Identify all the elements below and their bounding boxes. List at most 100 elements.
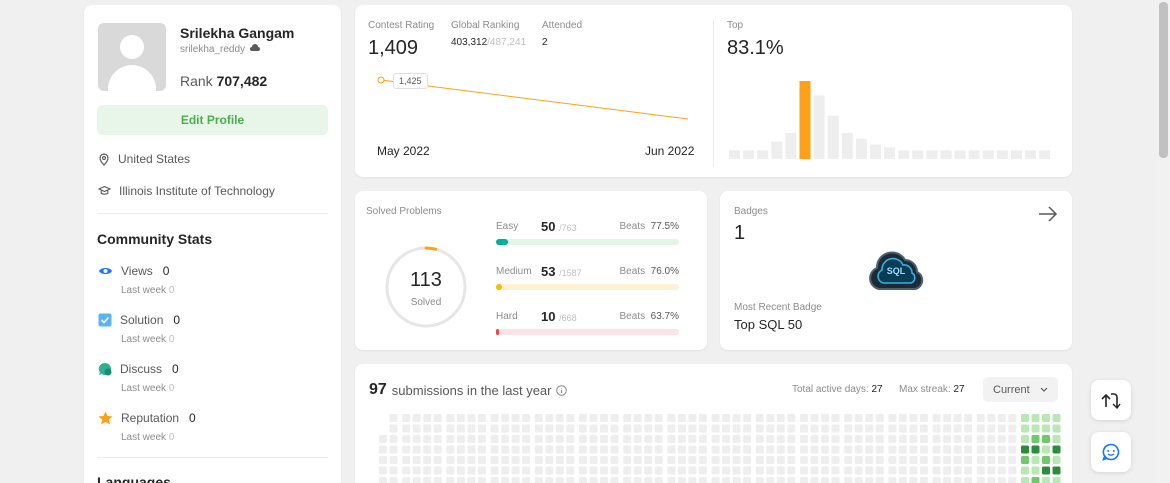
heatmap-cell[interactable] [456,445,465,454]
heatmap-cell[interactable] [698,466,707,475]
heatmap-cell[interactable] [412,466,421,475]
heatmap-cell[interactable] [743,424,752,433]
heatmap-cell[interactable] [633,466,642,475]
heatmap-cell[interactable] [766,414,775,422]
heatmap-cell[interactable] [943,445,952,454]
heatmap-cell[interactable] [654,435,663,443]
heatmap-cell[interactable] [555,477,564,483]
heatmap-cell[interactable] [555,414,564,422]
heatmap-cell[interactable] [875,466,884,475]
heatmap-cell[interactable] [997,424,1006,433]
heatmap-cell[interactable] [943,435,952,443]
heatmap-cell[interactable] [810,424,819,433]
heatmap-cell[interactable] [854,414,863,422]
heatmap-cell[interactable] [555,435,564,443]
heatmap-cell[interactable] [722,445,731,454]
heatmap-cell[interactable] [555,424,564,433]
heatmap-cell[interactable] [1031,466,1040,475]
heatmap-cell[interactable] [997,445,1006,454]
heatmap-cell[interactable] [766,477,775,483]
heatmap-cell[interactable] [477,456,486,464]
heatmap-cell[interactable] [389,477,398,483]
heatmap-cell[interactable] [787,477,796,483]
heatmap-cell[interactable] [732,445,741,454]
heatmap-cell[interactable] [566,414,575,422]
heatmap-cell[interactable] [831,456,840,464]
heatmap-cell[interactable] [987,445,996,454]
heatmap-cell[interactable] [776,424,785,433]
heatmap-cell[interactable] [688,414,697,422]
heatmap-cell[interactable] [433,456,442,464]
heatmap-cell[interactable] [932,435,941,443]
heatmap-cell[interactable] [964,435,973,443]
heatmap-cell[interactable] [1031,414,1040,422]
heatmap-cell[interactable] [467,445,476,454]
heatmap-cell[interactable] [743,445,752,454]
heatmap-cell[interactable] [654,466,663,475]
heatmap-cell[interactable] [456,424,465,433]
heatmap-cell[interactable] [854,435,863,443]
heatmap-cell[interactable] [1031,477,1040,483]
heatmap-cell[interactable] [964,466,973,475]
heatmap-cell[interactable] [722,456,731,464]
heatmap-cell[interactable] [654,445,663,454]
heatmap-cell[interactable] [534,424,543,433]
heatmap-cell[interactable] [932,424,941,433]
heatmap-cell[interactable] [976,435,985,443]
heatmap-cell[interactable] [644,445,653,454]
heatmap-cell[interactable] [501,456,510,464]
heatmap-cell[interactable] [423,466,432,475]
heatmap-cell[interactable] [732,435,741,443]
heatmap-cell[interactable] [800,477,808,483]
heatmap-cell[interactable] [511,477,520,483]
heatmap-cell[interactable] [446,466,455,475]
heatmap-cell[interactable] [888,414,897,422]
heatmap-cell[interactable] [433,435,442,443]
heatmap-cell[interactable] [490,414,499,422]
heatmap-cell[interactable] [534,466,543,475]
heatmap-cell[interactable] [976,456,985,464]
heatmap-cell[interactable] [667,445,676,454]
heatmap-cell[interactable] [545,435,554,443]
heatmap-cell[interactable] [589,435,598,443]
heatmap-cell[interactable] [875,477,884,483]
heatmap-cell[interactable] [402,456,411,464]
heatmap-cell[interactable] [579,456,587,464]
heatmap-cell[interactable] [545,424,554,433]
heatmap-cell[interactable] [698,435,707,443]
heatmap-cell[interactable] [433,477,442,483]
heatmap-cell[interactable] [555,445,564,454]
heatmap-cell[interactable] [732,477,741,483]
heatmap-cell[interactable] [600,435,608,443]
heatmap-cell[interactable] [698,414,707,422]
heatmap-cell[interactable] [711,424,720,433]
heatmap-cell[interactable] [677,477,686,483]
heatmap-cell[interactable] [821,477,829,483]
heatmap-cell[interactable] [865,424,874,433]
heatmap-cell[interactable] [766,424,775,433]
heatmap-cell[interactable] [888,477,897,483]
heatmap-cell[interactable] [953,456,962,464]
heatmap-cell[interactable] [821,466,829,475]
heatmap-cell[interactable] [412,445,421,454]
heatmap-cell[interactable] [677,466,686,475]
heatmap-cell[interactable] [1052,477,1061,483]
heatmap-cell[interactable] [402,477,411,483]
heatmap-cell[interactable] [844,445,853,454]
heatmap-cell[interactable] [743,477,752,483]
heatmap-cell[interactable] [909,414,918,422]
heatmap-cell[interactable] [511,424,520,433]
heatmap-cell[interactable] [831,424,840,433]
heatmap-cell[interactable] [1042,456,1050,464]
heatmap-cell[interactable] [633,456,642,464]
heatmap-cell[interactable] [423,477,432,483]
heatmap-cell[interactable] [667,477,676,483]
year-dropdown[interactable]: Current [983,377,1058,402]
heatmap-cell[interactable] [844,477,853,483]
heatmap-cell[interactable] [987,477,996,483]
heatmap-cell[interactable] [755,456,764,464]
heatmap-cell[interactable] [1021,435,1029,443]
heatmap-cell[interactable] [987,435,996,443]
heatmap-cell[interactable] [1021,477,1029,483]
heatmap-cell[interactable] [953,435,962,443]
